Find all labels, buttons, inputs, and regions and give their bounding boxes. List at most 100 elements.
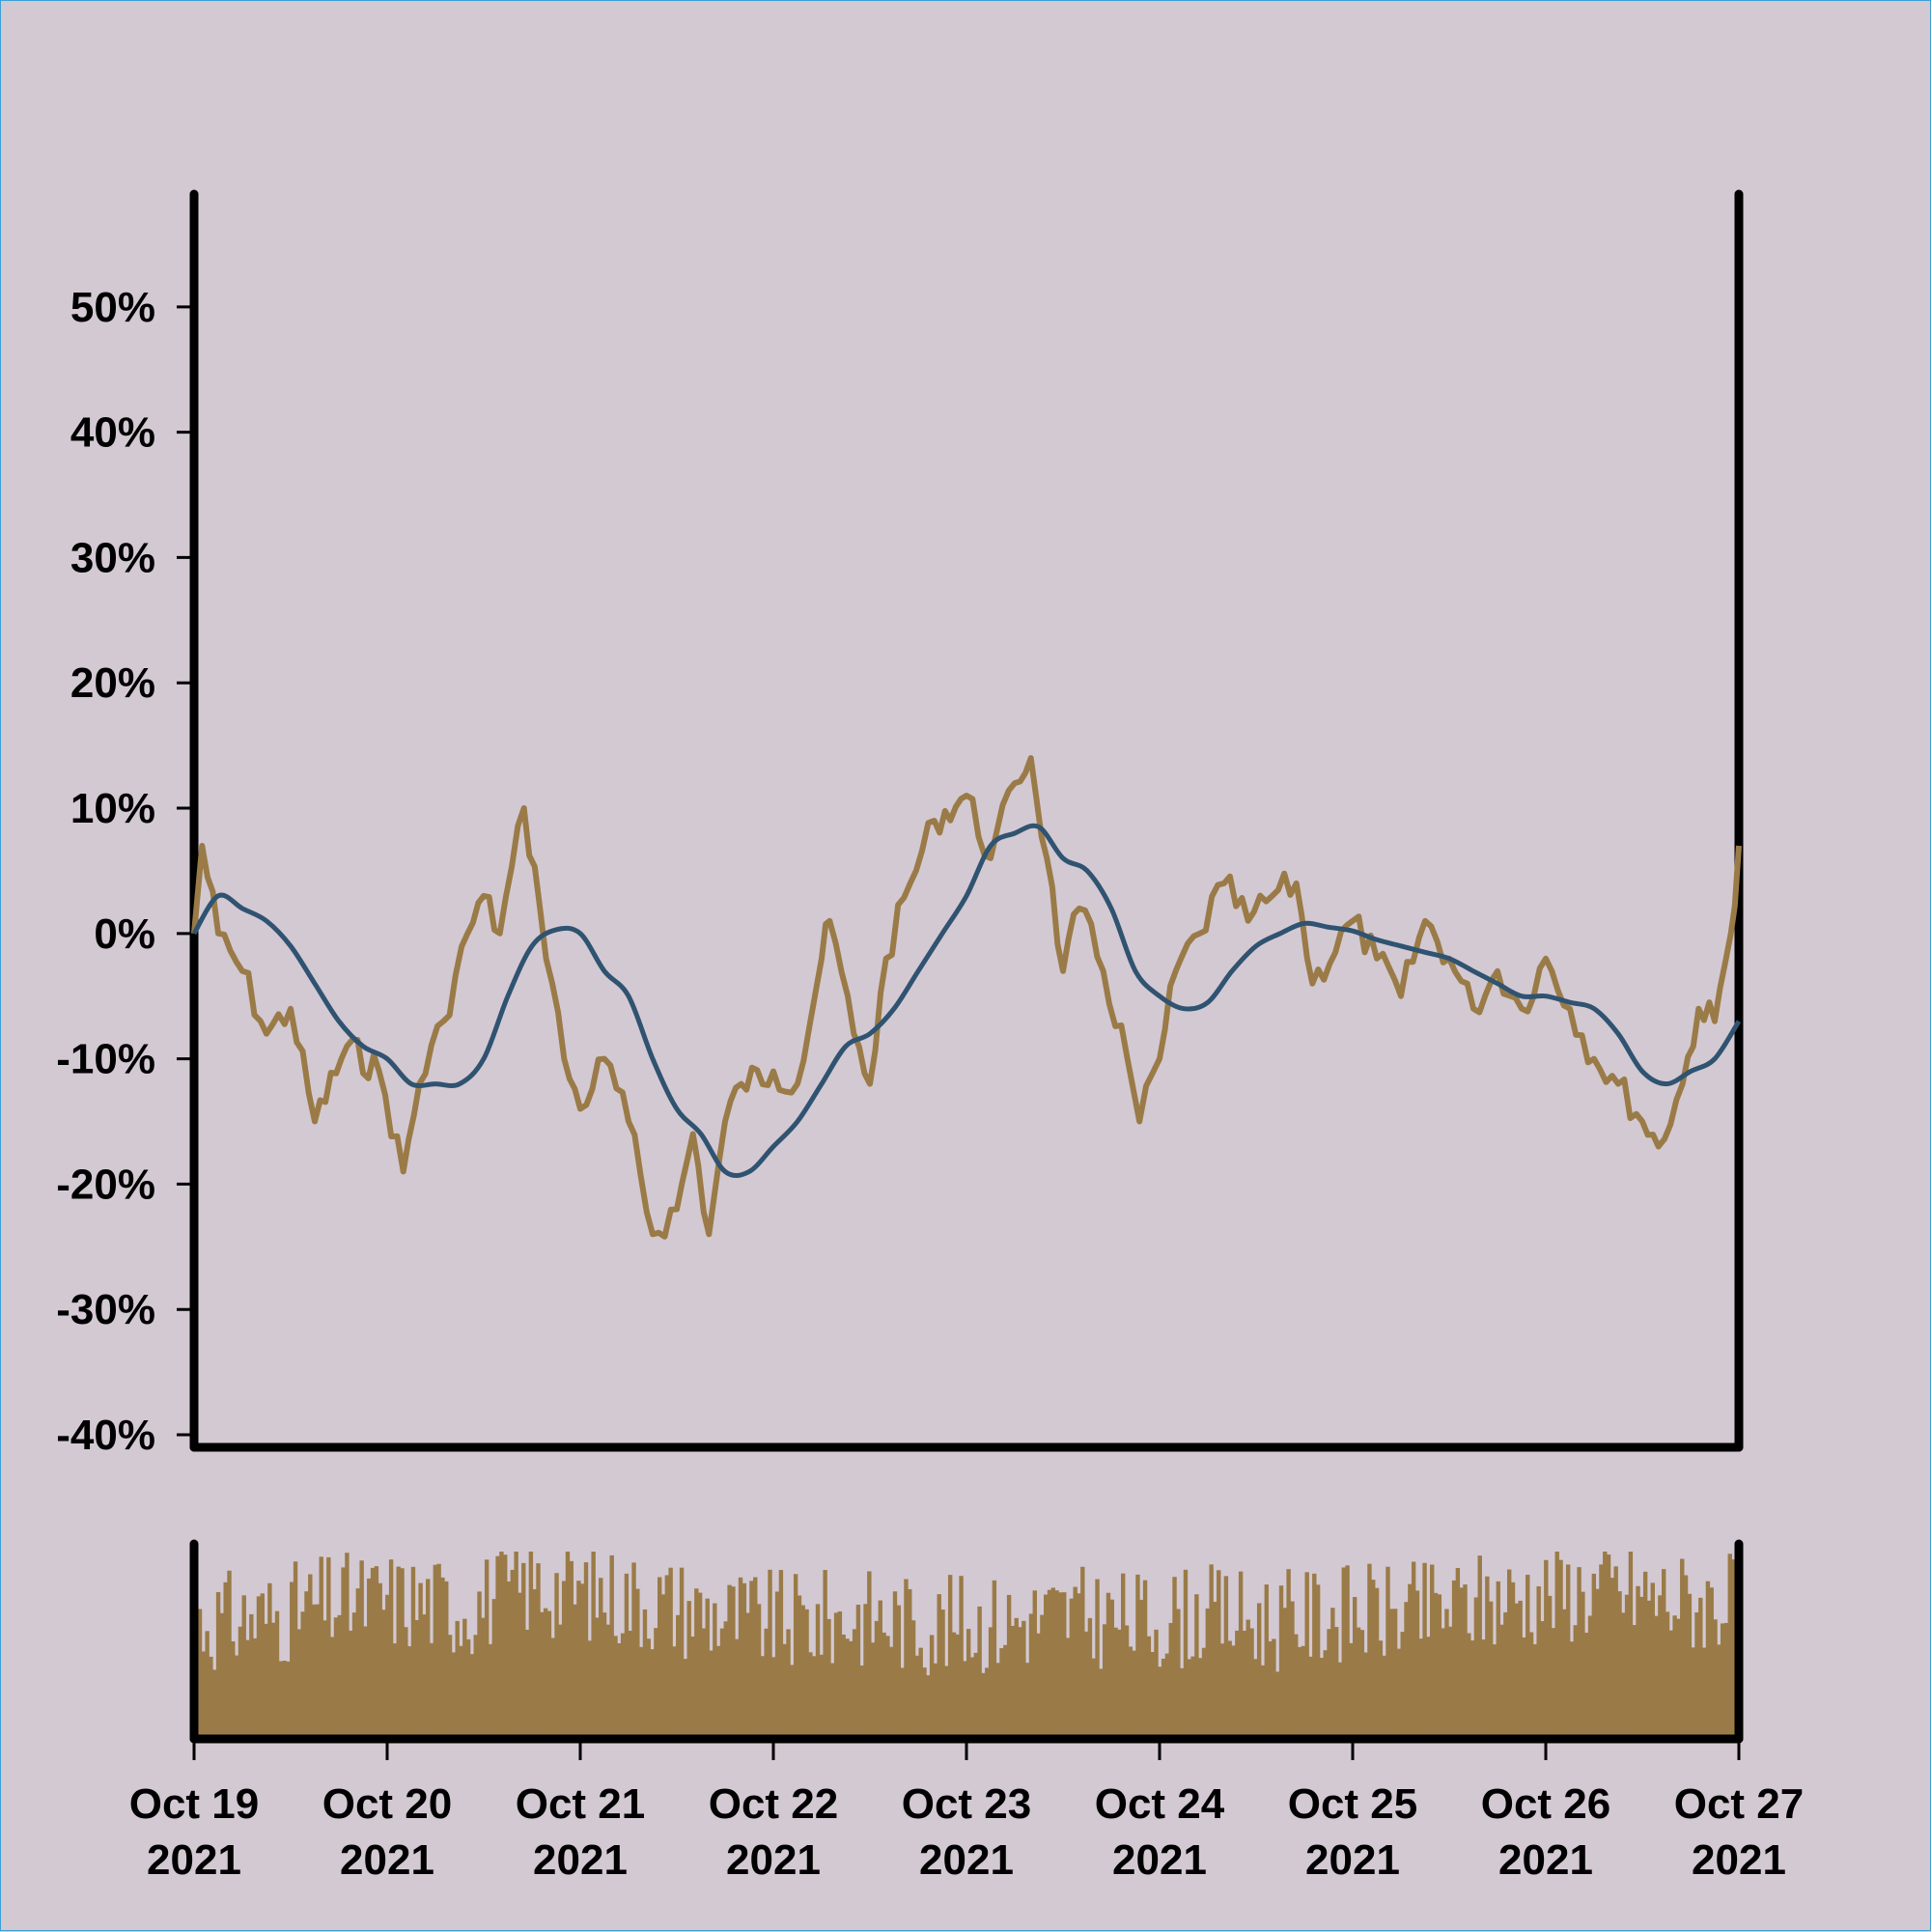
volume-bar [1135, 1574, 1140, 1739]
volume-bar [929, 1635, 935, 1739]
volume-bar [370, 1567, 376, 1739]
volume-bar [1378, 1640, 1384, 1739]
volume-bar [1105, 1592, 1111, 1739]
volume-bar [1091, 1658, 1096, 1739]
volume-bar [709, 1650, 714, 1739]
volume-bar [1414, 1590, 1420, 1739]
volume-bar [995, 1663, 1000, 1739]
volume-bar [1003, 1644, 1008, 1739]
volume-bar [764, 1628, 769, 1739]
volume-bar [1654, 1615, 1659, 1739]
volume-bar [1459, 1587, 1464, 1739]
volume-bar [495, 1555, 500, 1739]
volume-bar [735, 1638, 740, 1739]
volume-bar [963, 1661, 967, 1739]
volume-bar [392, 1643, 398, 1739]
volume-bar [1426, 1637, 1431, 1739]
volume-bar [1581, 1591, 1585, 1739]
volume-bar [1713, 1619, 1718, 1739]
volume-bar [1337, 1662, 1343, 1739]
volume-bar [528, 1552, 534, 1739]
volume-bar [1183, 1569, 1189, 1739]
volume-bar [1558, 1559, 1563, 1739]
volume-bar [351, 1612, 357, 1739]
volume-bar [1408, 1583, 1413, 1739]
volume-bar [1176, 1609, 1181, 1739]
volume-bar [660, 1594, 666, 1739]
volume-bar [1422, 1562, 1427, 1739]
line-series-group [191, 755, 1742, 1240]
volume-bar [1058, 1592, 1063, 1739]
volume-bar [514, 1552, 518, 1739]
volume-bar [874, 1620, 880, 1739]
volume-bar [1642, 1571, 1648, 1739]
volume-bar [1662, 1569, 1666, 1739]
volume-bar [826, 1618, 831, 1739]
volume-bar [1720, 1623, 1725, 1739]
volume-bar [1294, 1634, 1299, 1739]
volume-bar [488, 1643, 493, 1739]
volume-bar [536, 1563, 541, 1739]
y-tick-label: -10% [56, 1036, 155, 1083]
volume-bar [892, 1591, 898, 1739]
volume-bar [1496, 1581, 1500, 1739]
volume-bar [260, 1593, 265, 1739]
volume-bar [768, 1569, 772, 1739]
volume-bar [1304, 1572, 1309, 1739]
volume-bar [1353, 1597, 1357, 1739]
volume-bar [900, 1667, 905, 1739]
volume-bar [1437, 1594, 1442, 1739]
volume-bar [451, 1652, 457, 1739]
volume-bar [1315, 1584, 1321, 1739]
volume-bar [1219, 1643, 1225, 1739]
volume-bar [311, 1604, 317, 1739]
volume-bar [1727, 1554, 1732, 1739]
volume-bar [1117, 1629, 1122, 1739]
volume-bar [1282, 1608, 1288, 1739]
volume-bar [745, 1612, 750, 1739]
volume-bar [797, 1595, 802, 1739]
volume-bar [1245, 1619, 1250, 1739]
y-tick-label: -20% [56, 1161, 155, 1208]
volume-bar [473, 1635, 478, 1739]
volume-bar [491, 1599, 496, 1739]
volume-bar [1062, 1592, 1067, 1739]
volume-bar [1473, 1597, 1479, 1739]
volume-bar [1164, 1653, 1170, 1739]
volume-bar [849, 1640, 854, 1739]
y-axis-ticks: 50% 40% 30% 20% 10% 0% -10% -20% -30% -40% [56, 284, 194, 1459]
volume-bar [1430, 1564, 1435, 1739]
volume-bar [1256, 1603, 1262, 1739]
volume-bar [304, 1591, 309, 1739]
volume-bar [465, 1638, 471, 1739]
x-tick-label-year: 2021 [533, 1836, 628, 1884]
volume-bar [580, 1583, 585, 1739]
volume-bar [933, 1663, 938, 1739]
volume-bar [290, 1582, 294, 1739]
volume-bar [212, 1669, 217, 1739]
volume-bar [1577, 1567, 1581, 1739]
volume-bar [1636, 1585, 1640, 1739]
volume-bar [1083, 1631, 1089, 1739]
volume-bar [264, 1623, 268, 1739]
volume-bar [1411, 1561, 1416, 1739]
volume-bar [447, 1635, 453, 1739]
volume-bar [1054, 1590, 1059, 1739]
volume-bar [1723, 1622, 1729, 1739]
volume-bar [595, 1617, 600, 1739]
volume-bar [823, 1570, 827, 1739]
volume-bar [985, 1667, 990, 1739]
volume-bar [1272, 1638, 1276, 1739]
volume-bar [896, 1605, 902, 1739]
volume-bar [329, 1637, 335, 1739]
volume-bar [521, 1562, 526, 1739]
y-tick-label: 20% [70, 659, 155, 707]
volume-bar [227, 1570, 232, 1739]
volume-bar [1540, 1621, 1545, 1739]
volume-bar [1731, 1559, 1736, 1739]
volume-bar [731, 1586, 736, 1739]
price-line [191, 755, 1742, 1240]
volume-bar [1113, 1627, 1118, 1739]
volume-bar [815, 1604, 821, 1739]
volume-bar [1121, 1573, 1126, 1739]
